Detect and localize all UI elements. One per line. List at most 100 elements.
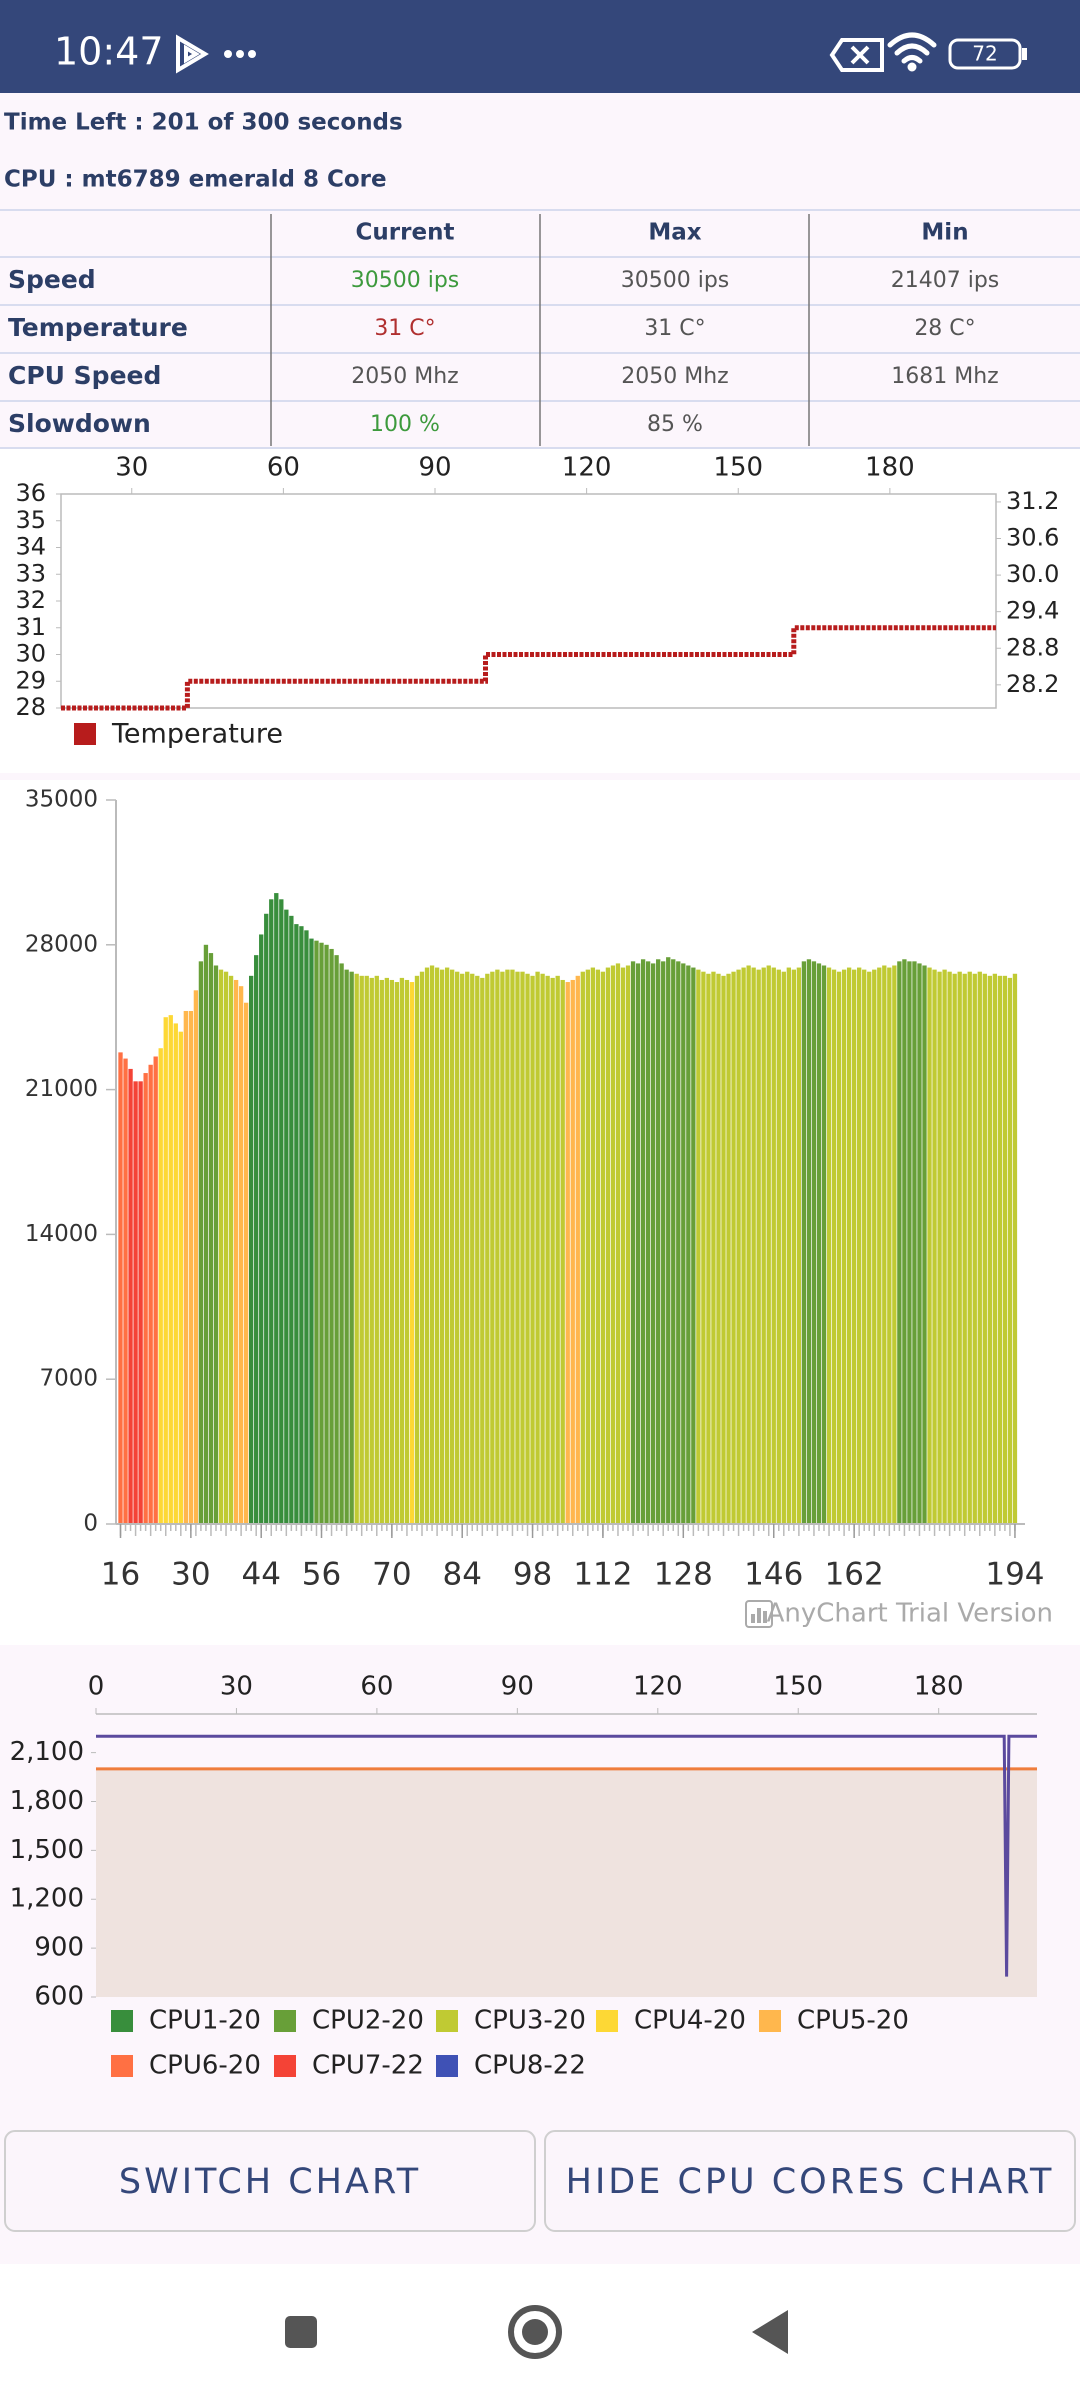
legend-label: CPU5-20	[797, 2006, 909, 2036]
speed-bar	[811, 961, 817, 1524]
y2-tick-label: 28.2	[1006, 670, 1059, 698]
y2-tick-label: 30.0	[1006, 560, 1059, 588]
speed-bar	[359, 975, 364, 1524]
speed-bar	[671, 959, 676, 1524]
speed-bar	[932, 969, 937, 1524]
speed-bar	[399, 977, 405, 1524]
speed-bar	[615, 963, 621, 1524]
row-label: Slowdown	[8, 409, 151, 438]
watermark-icon	[745, 1600, 773, 1628]
speed-bar	[223, 971, 229, 1524]
x-tick-label: 30	[171, 1557, 210, 1593]
speed-bar	[429, 965, 435, 1524]
speed-bar	[796, 967, 802, 1524]
x-tick-label: 180	[914, 1672, 964, 1702]
speed-bar	[394, 982, 400, 1524]
speed-bar	[922, 965, 927, 1524]
x-tick-label: 60	[267, 453, 300, 483]
speed-bar	[630, 961, 636, 1524]
speed-bar	[716, 973, 721, 1524]
speed-bar	[324, 944, 329, 1524]
clock: 10:47	[54, 30, 164, 74]
speed-bar	[857, 967, 862, 1524]
speed-bar	[696, 969, 701, 1524]
x-tick-label: 56	[302, 1557, 341, 1593]
speed-bar	[354, 973, 359, 1524]
legend-label: Temperature	[111, 719, 283, 750]
speed-bar	[992, 973, 998, 1524]
speed-bar	[907, 961, 912, 1524]
cell: 100 %	[370, 412, 440, 437]
cell: 30500 ips	[351, 268, 460, 293]
y-tick-label: 32	[15, 586, 46, 614]
speed-bar	[701, 971, 706, 1524]
button[interactable]	[544, 2130, 1076, 2232]
y-tick-label: 21000	[25, 1076, 98, 1102]
speed-bar	[198, 961, 204, 1524]
speed-bar	[525, 973, 530, 1524]
button-label[interactable]: SWITCH CHART	[119, 2162, 421, 2202]
speed-bar	[912, 961, 917, 1524]
speed-bar	[379, 979, 384, 1524]
speed-bar	[550, 977, 555, 1524]
speed-bar	[726, 973, 731, 1524]
button-label[interactable]: HIDE CPU CORES CHART	[566, 2162, 1055, 2202]
speed-bar	[334, 955, 339, 1524]
x-tick-label: 30	[220, 1672, 253, 1702]
legend-label: CPU6-20	[149, 2051, 261, 2081]
speed-bar	[741, 967, 746, 1524]
speed-bar	[786, 967, 791, 1524]
speed-bar	[540, 973, 545, 1524]
speed-bar	[691, 967, 696, 1524]
speed-bar	[580, 971, 585, 1524]
speed-bar	[389, 979, 395, 1524]
speed-bar	[897, 961, 902, 1524]
y-tick-label: 1,500	[10, 1835, 84, 1865]
speed-bar	[751, 967, 756, 1524]
time-left: Time Left : 201 of 300 seconds	[4, 110, 403, 136]
speed-bar	[862, 969, 867, 1524]
speed-bar	[545, 975, 550, 1524]
speed-bar	[771, 967, 776, 1524]
y-tick-label: 2,100	[10, 1737, 84, 1767]
speed-bar	[218, 969, 224, 1524]
speed-bar	[319, 942, 324, 1524]
speed-bar	[294, 924, 299, 1524]
y-tick-label: 30	[15, 640, 46, 668]
speed-bar	[1002, 975, 1008, 1524]
temperature-panel	[0, 449, 1080, 773]
speed-bar	[1012, 973, 1018, 1524]
speed-bar	[264, 913, 269, 1524]
legend-label: CPU4-20	[634, 2006, 746, 2036]
speed-bar	[706, 973, 711, 1524]
home-button[interactable]	[508, 2305, 562, 2359]
speed-bar	[284, 909, 289, 1524]
speed-bar	[645, 961, 651, 1524]
back-button[interactable]	[752, 2310, 788, 2354]
wifi-icon	[887, 32, 937, 72]
speed-bar	[304, 930, 309, 1524]
speed-bar	[836, 971, 842, 1524]
speed-bar	[148, 1064, 153, 1524]
x-tick-label: 120	[562, 453, 612, 483]
y-tick-label: 35	[15, 506, 46, 534]
battery-level: 72	[972, 42, 997, 66]
speed-bar	[409, 982, 415, 1524]
speed-bar	[967, 971, 972, 1524]
y-tick-label: 35000	[25, 787, 98, 813]
speed-bar	[344, 969, 349, 1524]
speed-bar	[676, 961, 681, 1524]
speed-bar	[650, 963, 656, 1524]
speed-bar	[736, 969, 741, 1524]
recents-button[interactable]	[285, 2316, 317, 2348]
speed-bar	[776, 969, 781, 1524]
speed-bar	[806, 959, 812, 1524]
cell: 2050 Mhz	[351, 364, 458, 389]
legend-label: CPU3-20	[474, 2006, 586, 2036]
speed-bar	[892, 965, 897, 1524]
y-tick-label: 900	[34, 1933, 84, 1963]
speed-bar	[158, 1048, 163, 1524]
speed-bar	[475, 975, 480, 1524]
button[interactable]	[4, 2130, 536, 2232]
